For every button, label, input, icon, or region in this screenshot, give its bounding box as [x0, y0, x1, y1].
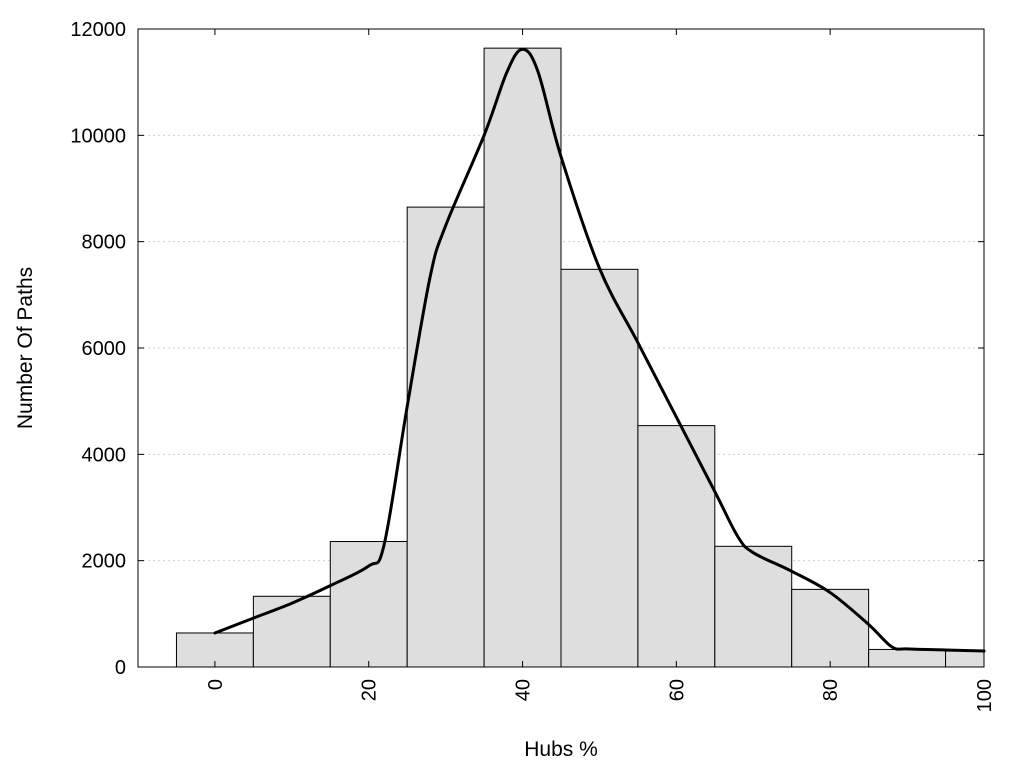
- y-tick-label: 0: [115, 657, 126, 679]
- y-tick-label: 8000: [82, 232, 127, 254]
- histogram-bar: [252, 595, 331, 668]
- grid-lines: [138, 134, 984, 562]
- y-tick-label: 6000: [82, 338, 127, 360]
- x-tick-label: 0: [205, 679, 227, 690]
- x-tick-label: 80: [820, 679, 842, 701]
- histogram-bars: [175, 47, 985, 668]
- x-tick-label: 20: [359, 679, 381, 701]
- y-axis-ticks: 0 2000 4000 6000 8000 10000 12000: [70, 19, 984, 679]
- x-tick-label: 100: [974, 679, 996, 712]
- y-tick-label: 12000: [70, 19, 126, 41]
- x-axis-label: Hubs %: [524, 738, 598, 761]
- y-tick-label: 4000: [82, 444, 127, 466]
- x-tick-label: 40: [513, 679, 535, 701]
- y-axis-label: Number Of Paths: [14, 267, 37, 429]
- histogram-bar: [868, 648, 947, 668]
- histogram-bar: [791, 588, 870, 668]
- histogram-bar: [560, 268, 639, 668]
- histogram-bar: [406, 206, 485, 668]
- y-tick-label: 10000: [70, 125, 126, 147]
- x-axis-ticks: 0 20 40 60 80 100: [205, 29, 996, 712]
- histogram-bar: [637, 425, 716, 668]
- density-curve: [213, 47, 986, 653]
- histogram-bar: [945, 650, 985, 668]
- y-tick-label: 2000: [82, 551, 127, 573]
- density-curve-layer: [213, 47, 986, 653]
- x-tick-label: 60: [666, 679, 688, 701]
- histogram-bar: [329, 541, 408, 668]
- histogram-bar: [483, 47, 562, 668]
